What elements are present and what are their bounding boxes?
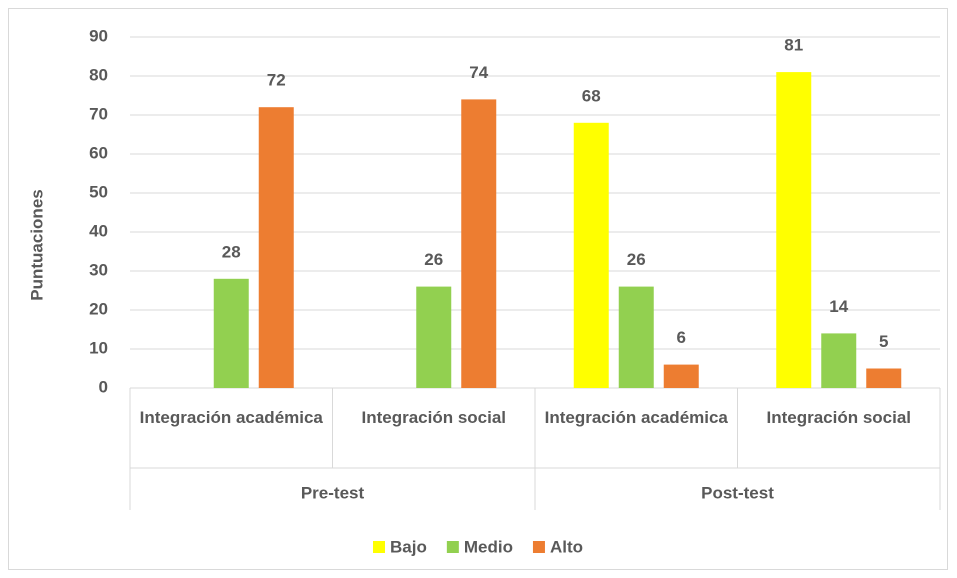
- data-label: 81: [784, 36, 803, 55]
- legend-swatch: [532, 541, 545, 553]
- y-tick-label: 50: [89, 182, 108, 201]
- x-tick-label: Integración académica: [544, 408, 728, 427]
- legend-swatch: [373, 541, 385, 553]
- bar: [663, 364, 699, 388]
- data-label: 68: [582, 86, 601, 105]
- bar: [461, 99, 497, 389]
- y-tick-label: 80: [89, 65, 108, 84]
- x-tick-label: Integración social: [361, 408, 507, 427]
- data-label: 14: [829, 297, 848, 316]
- data-label: 26: [424, 250, 443, 269]
- data-label: 6: [677, 328, 686, 347]
- data-label: 72: [267, 71, 286, 90]
- legend-label: Medio: [464, 537, 513, 556]
- group-label: Pre-test: [301, 483, 365, 502]
- legend-label: Alto: [550, 537, 583, 556]
- bar: [866, 368, 902, 388]
- y-tick-label: 90: [89, 26, 108, 45]
- group-label: Post-test: [701, 483, 774, 502]
- y-tick-label: 70: [89, 104, 108, 123]
- y-tick-label: 0: [99, 377, 108, 396]
- y-tick-label: 30: [89, 260, 108, 279]
- y-tick-label: 10: [89, 338, 108, 357]
- y-tick-label: 60: [89, 143, 108, 162]
- legend-swatch: [446, 541, 459, 553]
- data-label: 26: [627, 250, 646, 269]
- bar: [821, 333, 857, 388]
- data-label: 28: [222, 242, 241, 261]
- data-label: 5: [879, 332, 888, 351]
- bar: [416, 286, 452, 388]
- bar: [618, 286, 654, 388]
- y-axis-title: Puntuaciones: [27, 189, 46, 300]
- bar: [213, 278, 249, 388]
- x-tick-label: Integración social: [766, 408, 912, 427]
- bar: [776, 72, 812, 388]
- bar: [258, 107, 294, 388]
- bar: [573, 122, 609, 389]
- x-tick-label: Integración académica: [139, 408, 323, 427]
- y-tick-label: 40: [89, 221, 108, 240]
- legend-label: Bajo: [390, 537, 427, 556]
- y-tick-label: 20: [89, 299, 108, 318]
- data-label: 74: [469, 63, 488, 82]
